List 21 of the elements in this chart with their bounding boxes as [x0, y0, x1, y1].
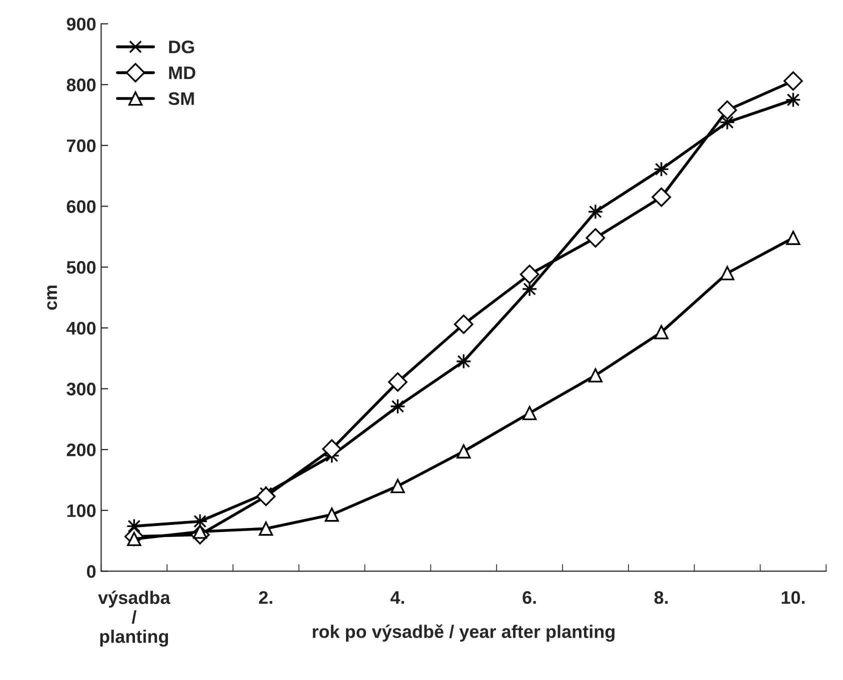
y-tick-label: 900: [66, 18, 96, 31]
legend-label: DG: [169, 40, 194, 54]
y-tick-label: 300: [66, 382, 96, 396]
x-tick-label: 2.: [259, 591, 272, 604]
y-tick-label: 0: [86, 565, 96, 578]
y-tick-label: 200: [66, 443, 96, 456]
x-axis-title: rok po výsadbě / year after planting: [312, 624, 614, 642]
y-tick-label: 100: [67, 504, 96, 518]
y-tick-label: 500: [66, 261, 96, 274]
legend-label: SM: [168, 92, 194, 106]
y-axis-title: cm: [47, 286, 58, 310]
x-tick-label: 8.: [654, 591, 668, 604]
x-tick-label: 6.: [522, 591, 536, 604]
y-tick-label: 800: [66, 78, 96, 92]
x-tick-label: 4.: [390, 591, 404, 604]
y-tick-label: 700: [66, 139, 96, 152]
y-tick-label: 400: [66, 322, 96, 335]
x-tick-label: výsadba / planting: [98, 590, 170, 647]
x-tick-label: 10.: [782, 591, 804, 604]
legend-label: MD: [169, 66, 196, 79]
y-tick-label: 600: [66, 200, 96, 213]
